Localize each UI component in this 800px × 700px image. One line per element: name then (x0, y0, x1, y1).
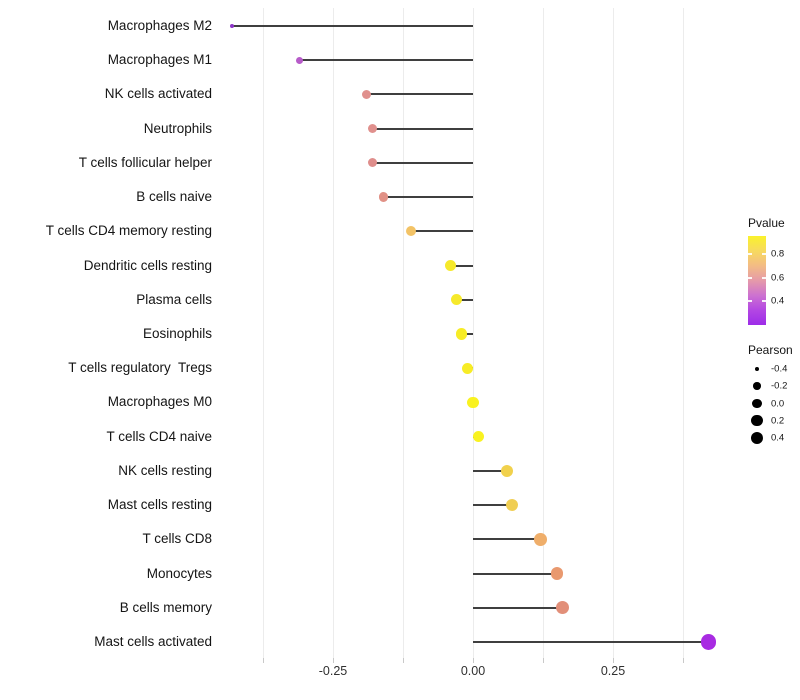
lollipop-stem (473, 504, 513, 507)
pvalue-gradient-tick (748, 276, 752, 279)
lollipop-dot (450, 294, 462, 306)
lollipop-stem (372, 127, 473, 130)
pvalue-gradient-tick (762, 300, 766, 303)
pvalue-legend-title: Pvalue (748, 216, 785, 230)
pvalue-tick-label: 0.4 (771, 295, 785, 307)
pvalue-gradient-bar (748, 236, 766, 325)
category-label: Macrophages M2 (107, 18, 212, 33)
lollipop-stem (383, 196, 473, 199)
lollipop-dot (556, 601, 570, 615)
lollipop-stem (372, 161, 473, 164)
category-label: T cells follicular helper (78, 154, 212, 170)
x-tick-label: 0.00 (460, 664, 486, 678)
pvalue-tick-label: 0.6 (771, 272, 785, 284)
lollipop-dot (367, 158, 377, 168)
category-label: T cells CD8 (142, 531, 212, 547)
category-label: B cells memory (119, 599, 212, 615)
x-axis-tick (683, 658, 684, 663)
pvalue-gradient-tick (748, 300, 752, 303)
x-tick-label: -0.25 (318, 664, 348, 678)
lollipop-dot (700, 634, 716, 650)
pearson-legend-label: 0.0 (771, 398, 785, 409)
pearson-legend-dot (752, 398, 762, 409)
pearson-legend-label: 0.2 (771, 415, 785, 427)
lollipop-dot (533, 532, 547, 546)
category-label: NK cells activated (104, 86, 212, 102)
lollipop-stem (366, 93, 473, 96)
gridline (613, 8, 614, 658)
lollipop-stem (473, 469, 507, 472)
x-axis-tick (613, 658, 614, 663)
category-label: Plasma cells (136, 291, 212, 307)
category-label: T cells CD4 naive (106, 428, 212, 444)
pearson-legend-label: -0.2 (771, 380, 788, 392)
lollipop-dot (472, 430, 485, 443)
category-label: Macrophages M1 (107, 52, 212, 68)
x-axis-tick (263, 658, 264, 663)
pearson-legend-label: -0.4 (771, 363, 788, 375)
pvalue-gradient-tick (762, 252, 766, 255)
lollipop-stem (473, 538, 541, 541)
category-label: Macrophages M0 (107, 394, 212, 410)
lollipop-dot (295, 56, 303, 64)
lollipop-dot (500, 464, 513, 477)
lollipop-dot (467, 396, 479, 409)
pvalue-tick-label: 0.8 (771, 248, 785, 260)
lollipop-dot (229, 23, 235, 29)
lollipop-dot (367, 124, 377, 134)
lollipop-stem (411, 230, 473, 233)
pearson-legend-label: 0.4 (771, 432, 785, 444)
lollipop-stem (232, 25, 473, 27)
x-axis-tick (473, 658, 474, 663)
category-label: Monocytes (146, 565, 212, 581)
gridline (473, 8, 474, 658)
lollipop-dot (406, 226, 417, 237)
pvalue-gradient-tick (762, 276, 766, 279)
lollipop-dot (445, 260, 457, 271)
x-axis-tick (543, 658, 544, 663)
pearson-legend-dot (754, 366, 760, 372)
pearson-legend-dot (751, 415, 763, 427)
category-label: B cells naive (136, 189, 212, 205)
x-axis-tick (403, 658, 404, 663)
gridline (683, 8, 684, 658)
x-axis-tick (333, 658, 334, 663)
x-tick-label: 0.25 (600, 664, 626, 678)
category-label: Mast cells resting (107, 497, 212, 513)
lollipop-stem (473, 572, 557, 575)
pvalue-gradient-tick (748, 252, 752, 255)
pearson-legend-title: Pearson (748, 343, 793, 357)
category-label: Eosinophils (142, 325, 212, 341)
gridline (263, 8, 264, 658)
lollipop-stem (299, 59, 473, 62)
category-label: Neutrophils (143, 120, 212, 136)
lollipop-dot (456, 328, 468, 340)
category-label: NK cells resting (118, 462, 212, 478)
lollipop-stem (461, 332, 473, 335)
lollipop-dot (506, 499, 519, 512)
lollipop-dot (362, 89, 372, 99)
category-label: Dendritic cells resting (83, 257, 212, 273)
category-label: T cells CD4 memory resting (45, 223, 212, 239)
gridline (403, 8, 404, 658)
lollipop-dot (461, 362, 474, 374)
lollipop-stem (450, 264, 473, 267)
category-label: T cells regulatory Tregs (68, 360, 212, 376)
gridline (543, 8, 544, 658)
category-label: Mast cells activated (94, 633, 212, 649)
lollipop-stem (473, 606, 563, 609)
lollipop-stem (473, 640, 709, 643)
pearson-legend-dot (750, 431, 764, 445)
lollipop-dot (378, 192, 389, 202)
lollipop-dot (550, 567, 564, 580)
lollipop-stem (456, 298, 473, 301)
gridline (333, 8, 334, 658)
pearson-legend-dot (753, 382, 761, 391)
